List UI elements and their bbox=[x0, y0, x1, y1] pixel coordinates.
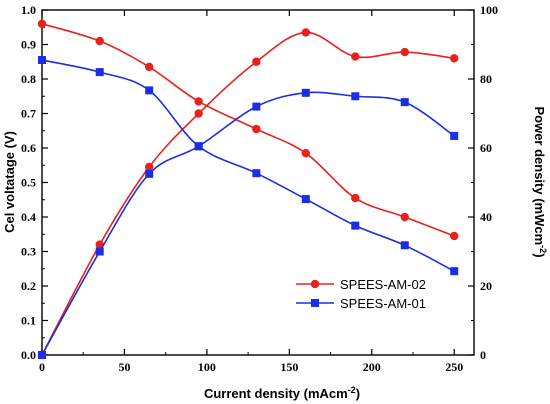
point-spees-am-02-voltage bbox=[144, 62, 154, 72]
point-spees-am-02-power bbox=[301, 28, 311, 37]
y-left-tick-label: 0.1 bbox=[21, 314, 36, 328]
point-spees-am-01-power bbox=[450, 131, 459, 140]
y-right-tick-label: 60 bbox=[480, 141, 492, 155]
x-tick-label: 0 bbox=[39, 360, 45, 374]
point-spees-am-02-power bbox=[144, 162, 154, 172]
legend-label-spees-am-01: SPEES-AM-01 bbox=[340, 296, 426, 311]
y-right-tick-label: 100 bbox=[480, 3, 498, 17]
y-right-tick-label: 20 bbox=[480, 279, 492, 293]
point-spees-am-01-power bbox=[145, 169, 154, 178]
point-spees-am-01-voltage bbox=[301, 195, 310, 204]
y-left-tick-label: 0.8 bbox=[21, 72, 36, 86]
y-left-tick-label: 0.6 bbox=[21, 141, 36, 155]
series-line-spees-am-02-voltage bbox=[41, 23, 455, 237]
y-right-tick-label: 80 bbox=[480, 72, 492, 86]
point-spees-am-02-voltage bbox=[252, 124, 261, 134]
y-left-tick-label: 0.7 bbox=[21, 107, 36, 121]
point-spees-am-01-power bbox=[95, 247, 104, 256]
point-spees-am-02-voltage bbox=[37, 19, 47, 28]
legend-marker-spees-am-02 bbox=[310, 279, 320, 289]
legend: SPEES-AM-02 SPEES-AM-01 bbox=[296, 277, 426, 311]
point-spees-am-02-voltage bbox=[301, 148, 311, 158]
point-spees-am-02-voltage bbox=[95, 36, 104, 46]
series-line-spees-am-01-power bbox=[41, 91, 455, 356]
y-right-axis-title: Power density (mWcm-2) bbox=[532, 106, 548, 257]
y-left-tick-label: 0.5 bbox=[21, 176, 36, 190]
y-left-axis-title: Cel voltatage (V) bbox=[2, 131, 17, 233]
point-spees-am-02-power bbox=[252, 57, 261, 66]
point-spees-am-01-power bbox=[252, 102, 261, 111]
series-line-spees-am-01-voltage bbox=[41, 59, 455, 272]
point-spees-am-01-power bbox=[194, 142, 203, 151]
x-tick-label: 150 bbox=[280, 360, 298, 374]
point-spees-am-02-power bbox=[194, 109, 203, 118]
point-spees-am-01-voltage bbox=[145, 86, 154, 95]
legend-label-spees-am-02: SPEES-AM-02 bbox=[340, 277, 426, 292]
point-spees-am-01-voltage bbox=[450, 267, 459, 276]
point-spees-am-01-power bbox=[38, 351, 46, 359]
point-spees-am-01-voltage bbox=[95, 68, 104, 77]
point-spees-am-02-voltage bbox=[450, 231, 459, 241]
point-spees-am-01-power bbox=[301, 88, 310, 97]
y-left-tick-label: 0.9 bbox=[21, 38, 36, 52]
x-tick-label: 250 bbox=[445, 360, 463, 374]
x-axis-title: Current density (mAcm-2) bbox=[204, 385, 360, 401]
legend-marker-spees-am-01 bbox=[311, 299, 319, 307]
x-tick-label: 100 bbox=[198, 360, 216, 374]
axes: 0 50 100 150 200 2500.00.10.20.30.40.50.60.70… bbox=[21, 3, 498, 374]
point-spees-am-01-voltage bbox=[351, 221, 360, 230]
y-right-tick-label: 0 bbox=[480, 348, 486, 362]
point-spees-am-01-power bbox=[400, 98, 409, 107]
point-spees-am-02-voltage bbox=[351, 193, 360, 203]
data-marks bbox=[37, 19, 459, 360]
y-left-tick-label: 0.4 bbox=[21, 210, 36, 224]
point-spees-am-01-voltage bbox=[38, 56, 46, 65]
y-right-tick-label: 40 bbox=[480, 210, 492, 224]
point-spees-am-01-voltage bbox=[252, 169, 261, 178]
point-spees-am-02-power bbox=[400, 47, 409, 57]
x-tick-label: 200 bbox=[363, 360, 381, 374]
y-left-tick-label: 0.0 bbox=[21, 348, 36, 362]
point-spees-am-01-voltage bbox=[400, 241, 409, 250]
y-left-tick-label: 0.2 bbox=[21, 279, 36, 293]
point-spees-am-01-power bbox=[351, 92, 360, 101]
y-left-tick-label: 1.0 bbox=[21, 3, 36, 17]
point-spees-am-02-power bbox=[351, 52, 360, 61]
point-spees-am-02-voltage bbox=[400, 212, 409, 222]
point-spees-am-02-power bbox=[450, 54, 459, 63]
point-spees-am-02-voltage bbox=[194, 97, 203, 106]
x-tick-label: 50 bbox=[118, 360, 130, 374]
y-left-tick-label: 0.3 bbox=[21, 245, 36, 259]
